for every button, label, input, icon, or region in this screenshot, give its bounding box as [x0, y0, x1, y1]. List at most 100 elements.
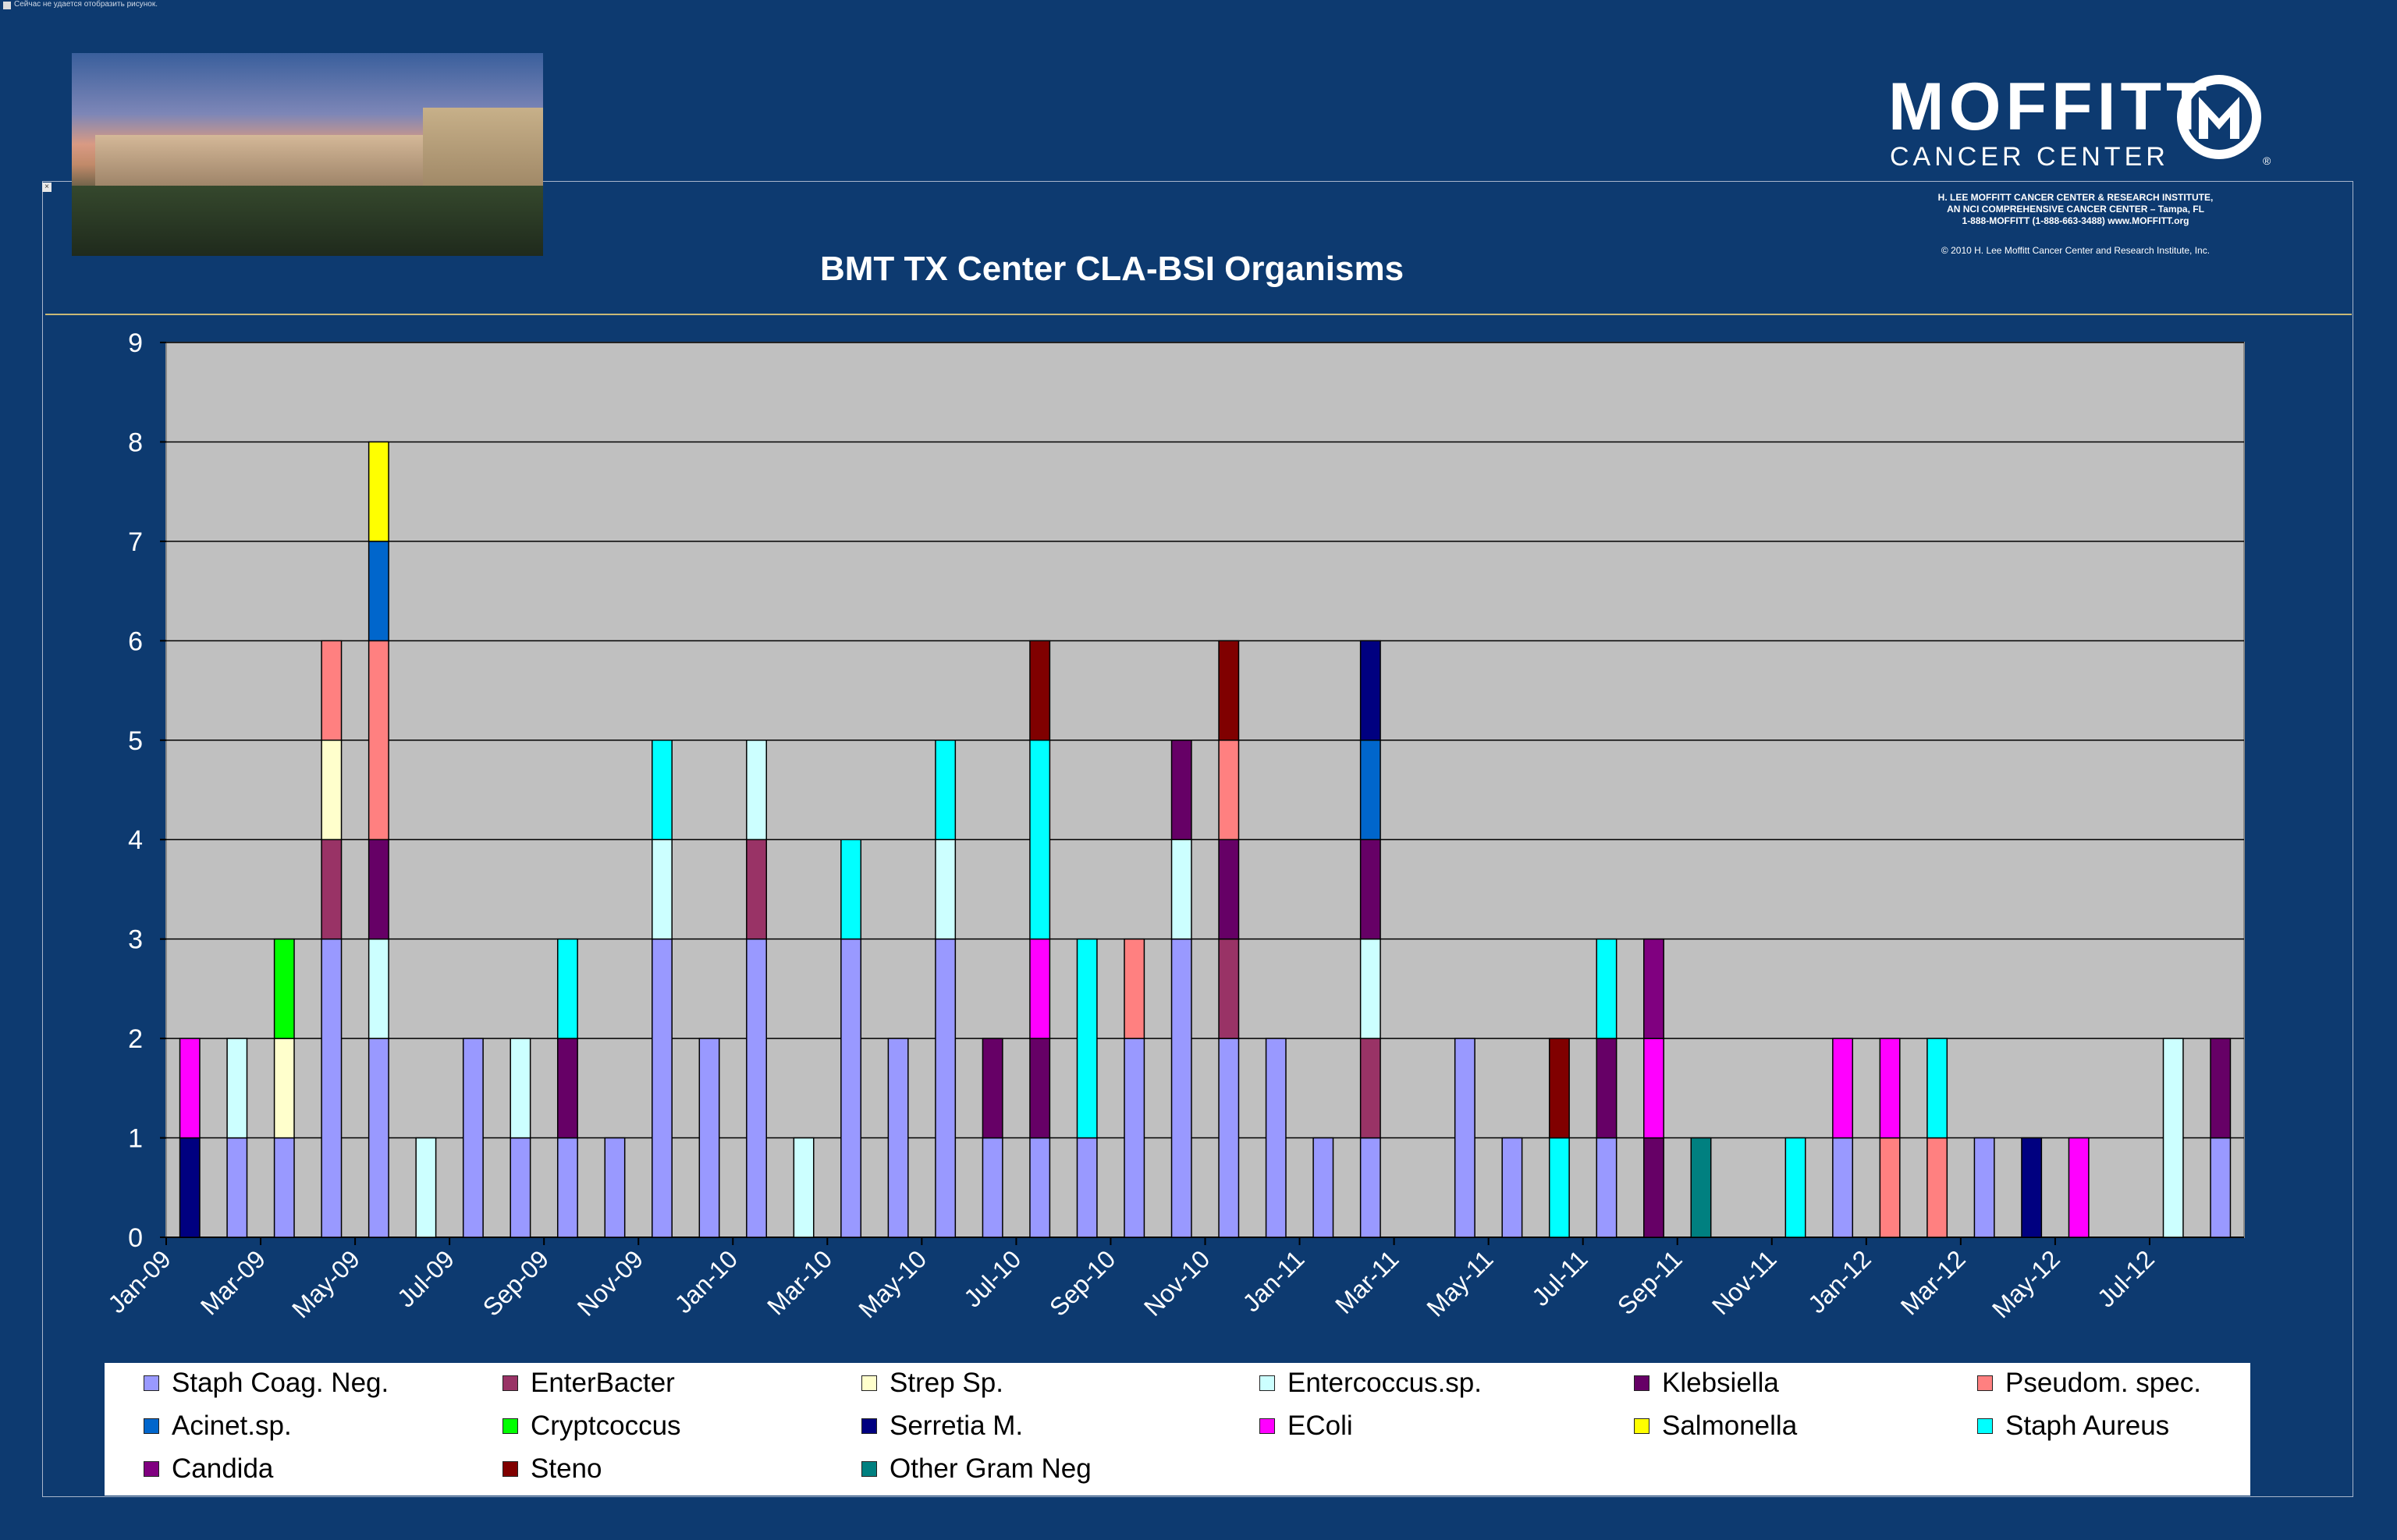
x-tick-label: Jul-12 [2092, 1244, 2160, 1312]
bar-segment [935, 839, 957, 940]
bar-segment [1124, 938, 1145, 1039]
bar-segment [1596, 1038, 1618, 1139]
bar-segment [1359, 839, 1381, 940]
bar-segment [1359, 1038, 1381, 1139]
bar-segment [840, 839, 862, 940]
bar-segment [179, 1137, 201, 1238]
bar-segment [1926, 1137, 1948, 1238]
bar-segment [793, 1137, 815, 1238]
legend-item: Pseudom. spec. [1977, 1368, 2201, 1399]
chart-legend: Staph Coag. Neg. EnterBacter Strep Sp. Ente… [105, 1363, 2250, 1496]
bar-segment [746, 839, 767, 940]
bar-segment [698, 1038, 720, 1238]
status-text: Сейчас не удается отобразить рисунок. [14, 0, 158, 9]
x-tick-label: Jul-10 [958, 1244, 1026, 1312]
bar-segment [1690, 1137, 1712, 1238]
chart-title: BMT TX Center CLA-BSI Organisms [819, 250, 1404, 288]
bar-segment [2021, 1137, 2043, 1238]
x-tick-label: Nov-09 [572, 1244, 648, 1321]
legend-item: Entercoccus.sp. [1259, 1368, 1482, 1399]
bar-segment [368, 640, 389, 840]
bar-segment [1218, 640, 1240, 741]
bar-segment [1643, 1038, 1664, 1139]
x-tick-label: Jul-11 [1526, 1244, 1593, 1311]
bar-segment [982, 1137, 1003, 1238]
bar-segment [1926, 1038, 1948, 1139]
x-tick-label: Jan-09 [102, 1244, 176, 1318]
bar-segment [1170, 938, 1192, 1238]
legend-label: Candida [172, 1453, 274, 1484]
legend-item: Steno [502, 1453, 602, 1485]
y-tick-label: 3 [128, 925, 143, 955]
x-tick-label: Sep-11 [1612, 1244, 1688, 1320]
y-tick-label: 6 [128, 626, 143, 656]
bar-segment [321, 640, 343, 741]
bar-segment [368, 1038, 389, 1238]
legend-swatch [1259, 1375, 1275, 1391]
legend-label: Pseudom. spec. [2005, 1368, 2201, 1398]
logo-sub: CANCER CENTER [1890, 142, 2169, 172]
bar-segment [1454, 1038, 1475, 1238]
legend-label: Salmonella [1662, 1410, 1798, 1441]
x-tick-label: Sep-10 [1044, 1244, 1120, 1321]
legend-swatch [502, 1418, 518, 1434]
institute-info: H. LEE MOFFITT CANCER CENTER & RESEARCH … [1937, 192, 2214, 226]
bar-segment [1076, 1137, 1098, 1238]
y-tick-label: 8 [128, 428, 143, 457]
bar-segment [1218, 938, 1240, 1039]
x-tick-label: Mar-09 [195, 1244, 271, 1320]
x-tick-label: May-11 [1421, 1244, 1498, 1322]
legend-label: Entercoccus.sp. [1287, 1368, 1482, 1398]
bar-segment [368, 541, 389, 642]
legend-swatch [1259, 1418, 1275, 1434]
bar-segment [556, 1038, 578, 1139]
bar-segment [321, 740, 343, 840]
bar-segment [273, 1038, 295, 1139]
x-tick-label: Nov-11 [1706, 1244, 1782, 1320]
legend-swatch [861, 1461, 877, 1477]
legend-label: Klebsiella [1662, 1368, 1779, 1398]
bar-segment [1359, 740, 1381, 840]
legend-swatch [861, 1375, 877, 1391]
bar-segment [1832, 1137, 1854, 1238]
bar-segment [1596, 1137, 1618, 1238]
bar-segment [1548, 1137, 1570, 1238]
legend-item: Acinet.sp. [144, 1410, 292, 1442]
legend-item: Staph Aureus [1977, 1410, 2169, 1442]
legend-swatch [1634, 1375, 1649, 1391]
bar-segment [1784, 1137, 1806, 1238]
bar-segment [273, 1137, 295, 1238]
legend-label: Other Gram Neg [890, 1453, 1092, 1484]
bar-segment [1643, 1137, 1664, 1238]
legend-label: Cryptcoccus [531, 1410, 681, 1441]
bar-segment [556, 1137, 578, 1238]
bar-segment [746, 938, 767, 1238]
x-tick-label: May-12 [1987, 1244, 2065, 1323]
x-tick-label: Jan-12 [1802, 1244, 1877, 1318]
x-tick-label: Nov-10 [1138, 1244, 1215, 1321]
bar-segment [1359, 640, 1381, 741]
bar-segment [1596, 938, 1618, 1039]
bar-segment [652, 740, 673, 840]
bar-segment [510, 1038, 531, 1139]
legend-swatch [861, 1418, 877, 1434]
legend-swatch [502, 1375, 518, 1391]
legend-item: Staph Coag. Neg. [144, 1368, 389, 1399]
legend-item: EnterBacter [502, 1368, 675, 1399]
close-icon[interactable]: × [42, 183, 51, 192]
bar-segment [1312, 1137, 1334, 1238]
x-tick-label: Jan-11 [1238, 1244, 1310, 1317]
legend-item: Salmonella [1634, 1410, 1797, 1442]
y-tick-label: 0 [128, 1223, 143, 1253]
legend-label: EColi [1287, 1410, 1353, 1441]
legend-swatch [1977, 1375, 1993, 1391]
campus-photo [72, 53, 543, 256]
bar-segment [1124, 1038, 1145, 1238]
legend-label: Staph Coag. Neg. [172, 1368, 389, 1398]
bar-segment [982, 1038, 1003, 1139]
bar-segment [368, 441, 389, 542]
divider [45, 314, 2352, 315]
legend-swatch [502, 1461, 518, 1477]
bar-segment [1832, 1038, 1854, 1139]
bar-segment [368, 839, 389, 940]
